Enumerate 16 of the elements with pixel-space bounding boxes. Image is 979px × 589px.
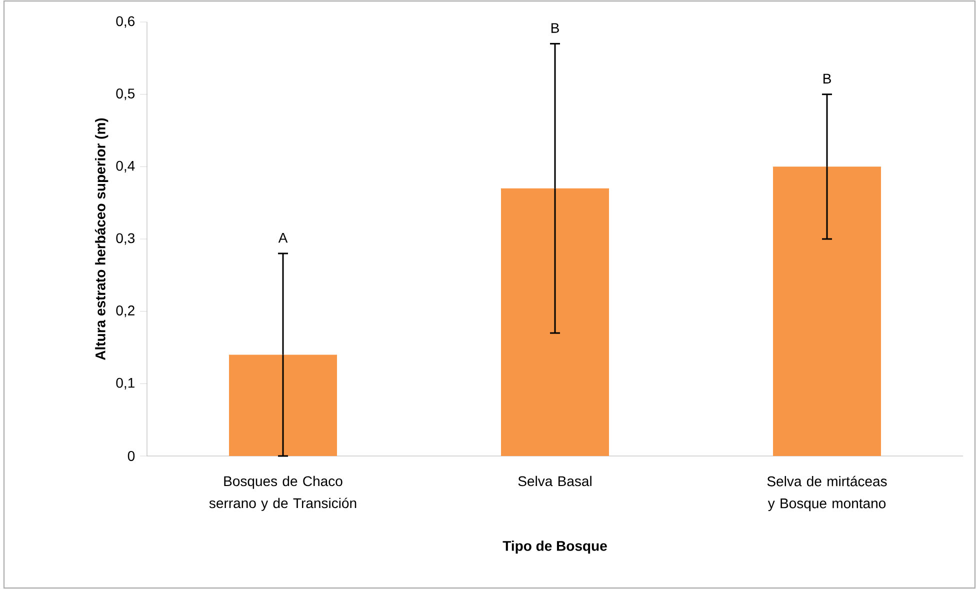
y-tick-label: 0,6 bbox=[116, 16, 135, 28]
x-axis-title: Tipo de Bosque bbox=[502, 540, 607, 554]
annotation: B bbox=[823, 74, 831, 84]
x-tick-label: Selva Basal bbox=[518, 476, 592, 486]
y-tick-label: 0,3 bbox=[116, 233, 135, 245]
x-tick-label: Bosques de Chaco serrano y de Transición bbox=[209, 476, 356, 511]
y-tick-label: 0,5 bbox=[116, 88, 135, 100]
bar bbox=[773, 166, 882, 456]
y-tick-label: 0,1 bbox=[116, 378, 134, 390]
y-tick-label: 0 bbox=[128, 451, 135, 461]
annotation: B bbox=[551, 23, 559, 33]
x-tick-label: Selva de mirtáceas y Bosque montano bbox=[767, 476, 887, 512]
annotation: A bbox=[278, 232, 288, 243]
y-tick-label: 0,2 bbox=[116, 306, 134, 318]
y-axis-title: Altura estrato herbáceo superior (m) bbox=[94, 118, 108, 360]
y-tick-label: 0,4 bbox=[116, 160, 135, 172]
